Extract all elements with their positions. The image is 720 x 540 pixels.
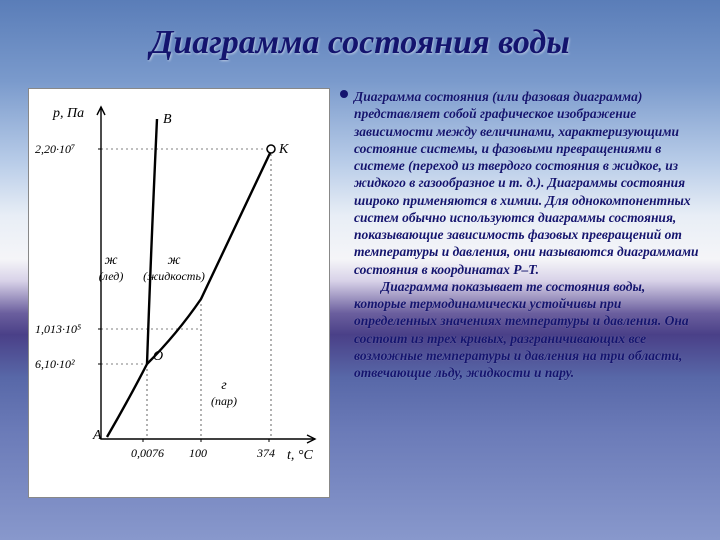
- description-para2: Диаграмма показывает те состояния воды, …: [354, 278, 700, 382]
- svg-text:6,10·10²: 6,10·10²: [35, 357, 75, 371]
- chart-svg: p, Па t, °C 2,20·10⁷ 1,013·10⁵ 6,10·10² 0,007…: [29, 89, 329, 499]
- description-text: Диаграмма состояния (или фазовая диаграм…: [344, 88, 700, 382]
- content-row: p, Па t, °C 2,20·10⁷ 1,013·10⁵ 6,10·10² 0,007…: [28, 88, 700, 528]
- svg-text:0,0076: 0,0076: [131, 446, 164, 460]
- svg-text:ж: ж: [104, 253, 117, 268]
- svg-text:B: B: [163, 112, 172, 127]
- svg-text:A: A: [92, 428, 102, 443]
- svg-text:(лед): (лед): [99, 269, 124, 283]
- bullet-icon: [340, 90, 348, 98]
- svg-text:O: O: [153, 349, 163, 364]
- description-para1: Диаграмма состояния (или фазовая диаграм…: [354, 89, 699, 277]
- page-title: Диаграмма состояния воды: [0, 24, 720, 62]
- svg-text:t, °C: t, °C: [287, 448, 313, 463]
- svg-text:p, Па: p, Па: [52, 106, 84, 121]
- svg-text:(жидкость): (жидкость): [143, 269, 205, 283]
- svg-text:ж: ж: [167, 253, 180, 268]
- svg-text:K: K: [278, 142, 289, 157]
- svg-text:100: 100: [189, 446, 207, 460]
- svg-text:(пар): (пар): [211, 394, 237, 408]
- svg-text:374: 374: [256, 446, 275, 460]
- svg-text:2,20·10⁷: 2,20·10⁷: [35, 142, 75, 156]
- phase-diagram-chart: p, Па t, °C 2,20·10⁷ 1,013·10⁵ 6,10·10² 0,007…: [28, 88, 330, 498]
- svg-text:1,013·10⁵: 1,013·10⁵: [35, 322, 81, 336]
- title-text: Диаграмма состояния воды: [150, 24, 570, 61]
- svg-text:г: г: [221, 378, 227, 393]
- description-column: Диаграмма состояния (или фазовая диаграм…: [344, 88, 700, 528]
